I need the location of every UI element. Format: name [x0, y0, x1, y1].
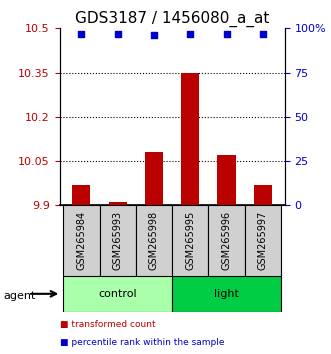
- FancyBboxPatch shape: [172, 276, 281, 312]
- Text: GSM265984: GSM265984: [76, 211, 86, 270]
- Text: light: light: [214, 289, 239, 299]
- Title: GDS3187 / 1456080_a_at: GDS3187 / 1456080_a_at: [75, 11, 269, 27]
- Bar: [217, 155, 236, 205]
- Text: control: control: [98, 289, 137, 299]
- Bar: [145, 152, 163, 205]
- Point: [151, 33, 157, 38]
- FancyBboxPatch shape: [209, 205, 245, 276]
- Bar: [72, 185, 90, 205]
- Text: GSM265995: GSM265995: [185, 211, 195, 270]
- FancyBboxPatch shape: [172, 205, 209, 276]
- Point: [79, 31, 84, 36]
- Point: [260, 31, 265, 36]
- Text: GSM265997: GSM265997: [258, 211, 268, 270]
- Text: GSM265993: GSM265993: [113, 211, 123, 270]
- Bar: [254, 185, 272, 205]
- Text: GSM265998: GSM265998: [149, 211, 159, 270]
- FancyBboxPatch shape: [63, 276, 172, 312]
- Text: ■ percentile rank within the sample: ■ percentile rank within the sample: [60, 338, 224, 347]
- Bar: [109, 202, 127, 205]
- FancyBboxPatch shape: [100, 205, 136, 276]
- Point: [115, 31, 120, 36]
- Point: [188, 31, 193, 36]
- Point: [224, 31, 229, 36]
- FancyBboxPatch shape: [63, 205, 100, 276]
- Bar: [181, 73, 199, 205]
- FancyBboxPatch shape: [245, 205, 281, 276]
- Text: agent: agent: [3, 291, 36, 301]
- FancyBboxPatch shape: [136, 205, 172, 276]
- Text: ■ transformed count: ■ transformed count: [60, 320, 155, 329]
- Text: GSM265996: GSM265996: [221, 211, 232, 270]
